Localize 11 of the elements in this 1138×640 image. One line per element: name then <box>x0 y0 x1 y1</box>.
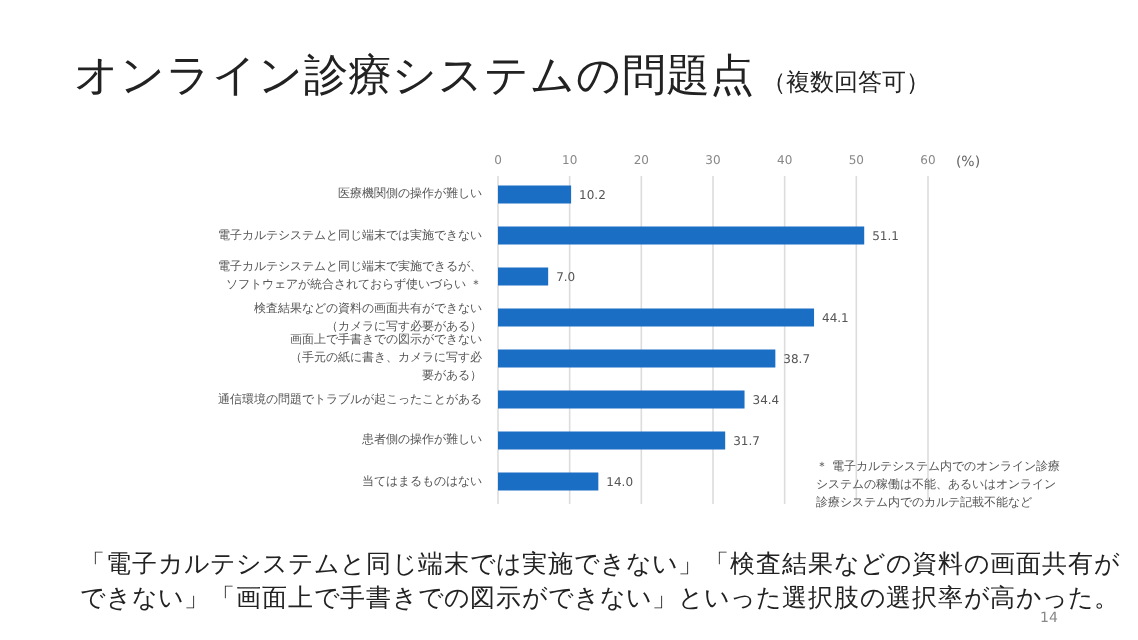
bar <box>498 431 726 450</box>
bar <box>498 308 815 327</box>
chart-title: オンライン診療システムの問題点 <box>74 52 754 102</box>
bar <box>498 226 865 245</box>
bar <box>498 390 745 409</box>
bar <box>498 267 549 286</box>
bar <box>498 472 599 491</box>
text: 「電子カルテシステムと同じ端末では実施できない」「検査結果などの資料の画面共有ができない」「画面上で手書きでの図示ができない」といった選択肢の選択率が高かった。 <box>80 546 1122 612</box>
chart-subtitle: （複数回答可） <box>762 68 930 96</box>
bar <box>498 185 572 204</box>
bar <box>498 349 776 368</box>
